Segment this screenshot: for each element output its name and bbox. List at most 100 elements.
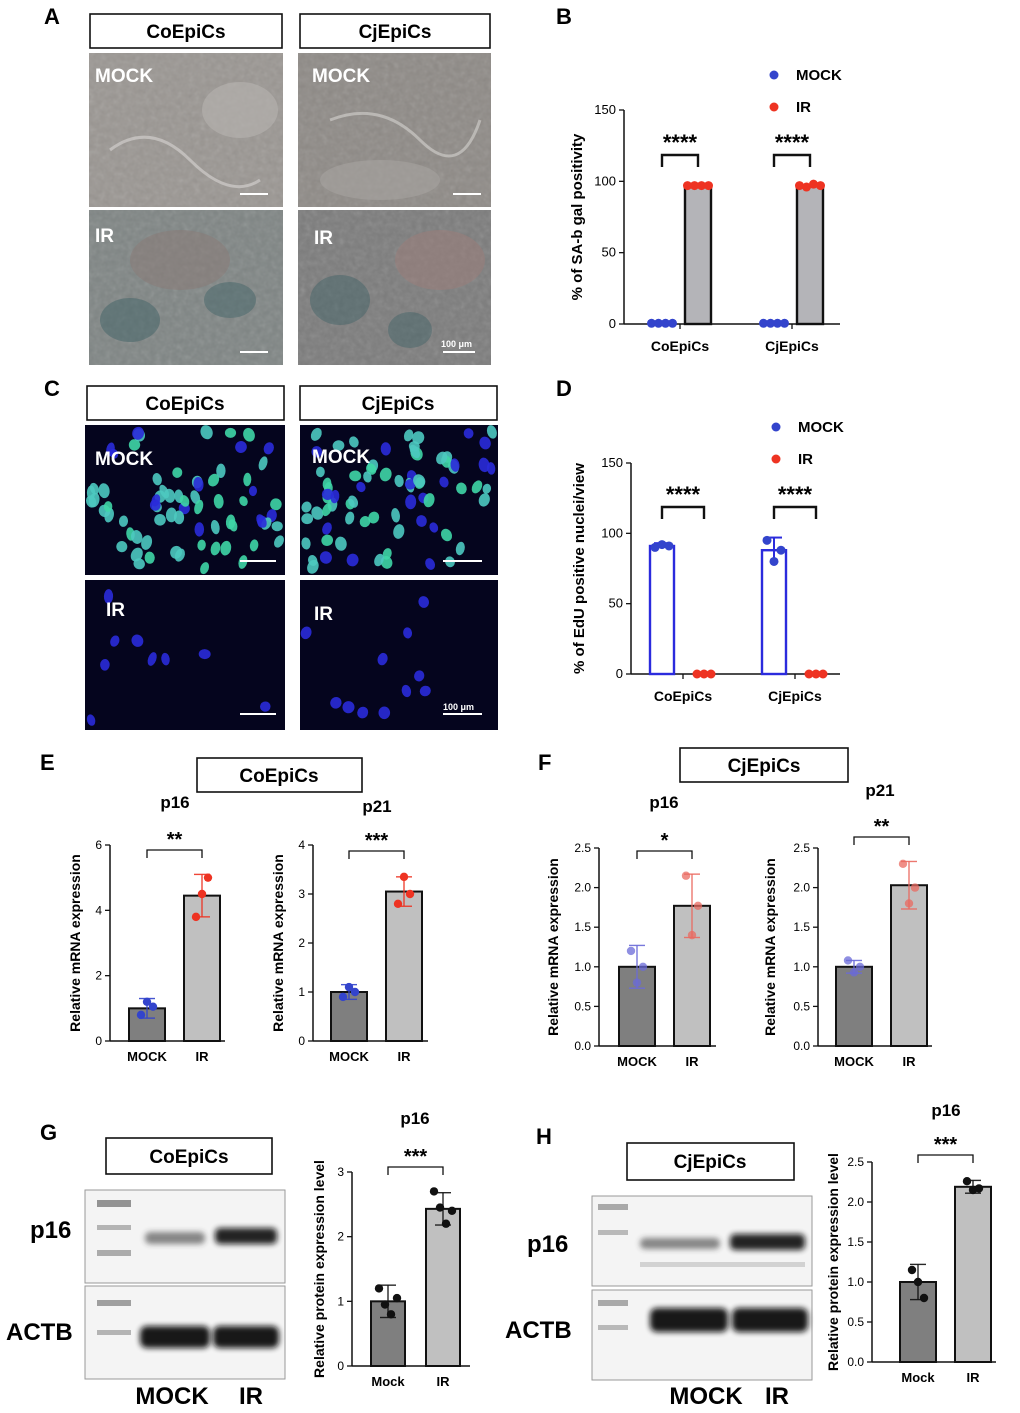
nucleus bbox=[401, 684, 412, 698]
chart-b: 0 50 100 150 % of SA-b gal positivity CoEpiCs… bbox=[569, 67, 842, 354]
nucleus bbox=[116, 541, 128, 553]
y-axis-label: Relative protein expression level bbox=[311, 1160, 327, 1378]
nucleus bbox=[310, 427, 322, 441]
significance-bracket bbox=[853, 836, 910, 845]
data-point bbox=[699, 669, 709, 679]
data-point bbox=[681, 871, 691, 880]
x-tick-label: MOCK bbox=[127, 1049, 167, 1064]
panel-e-box-label: CoEpiCs bbox=[239, 766, 318, 787]
nucleus bbox=[154, 514, 166, 526]
nucleus bbox=[100, 659, 110, 671]
chart-e-p16: p16 0 2 4 6 Relative mRNA expression MOCK IR ** bbox=[67, 793, 225, 1064]
panel-h-row-actb: ACTB bbox=[505, 1317, 572, 1344]
y-tick-label: 0 bbox=[95, 1034, 102, 1048]
data-point bbox=[380, 1300, 390, 1309]
nucleus bbox=[321, 534, 334, 546]
significance-label: ** bbox=[167, 829, 183, 851]
panel-g-lane-ir: IR bbox=[239, 1383, 263, 1410]
data-point bbox=[668, 318, 677, 328]
panel-g-box bbox=[105, 1137, 273, 1175]
y-tick-label: 0.5 bbox=[793, 999, 810, 1013]
panel-a: A CoEpiCs CjEpiCs MOCK MOCK bbox=[44, 4, 491, 365]
data-point bbox=[338, 992, 348, 1002]
western-blot-h-p16 bbox=[591, 1195, 813, 1287]
nucleus bbox=[216, 463, 226, 478]
nucleus bbox=[439, 476, 449, 488]
panel-a-ir-label-2: IR bbox=[314, 228, 333, 249]
nucleus bbox=[455, 541, 465, 556]
nucleus bbox=[165, 507, 177, 523]
nucleus bbox=[258, 456, 268, 471]
nucleus bbox=[103, 501, 113, 512]
nucleus bbox=[413, 474, 426, 488]
significance-bracket bbox=[772, 505, 818, 519]
legend-label: IR bbox=[798, 451, 813, 468]
bar bbox=[425, 1207, 461, 1367]
panel-h-row-p16: p16 bbox=[527, 1231, 568, 1258]
y-axis-label: Relative mRNA expression bbox=[762, 858, 778, 1036]
x-tick-label: IR bbox=[967, 1370, 981, 1385]
nucleus bbox=[207, 473, 220, 487]
y-tick-label: 2 bbox=[298, 936, 305, 950]
nucleus bbox=[368, 511, 380, 524]
nucleus bbox=[248, 485, 258, 497]
panel-f-letter: F bbox=[538, 750, 551, 775]
nucleus bbox=[478, 457, 490, 473]
x-tick-label: Mock bbox=[901, 1370, 935, 1385]
nucleus bbox=[256, 514, 267, 528]
panel-c-ir-label-1: IR bbox=[106, 600, 125, 621]
nucleus bbox=[311, 446, 323, 458]
micrograph-a-cjepics-mock bbox=[298, 53, 491, 207]
nucleus bbox=[346, 553, 359, 567]
nucleus bbox=[89, 482, 99, 495]
nucleus bbox=[243, 427, 255, 442]
y-tick-label: 0 bbox=[609, 316, 616, 331]
nucleus bbox=[144, 551, 155, 564]
nucleus bbox=[403, 627, 413, 639]
y-tick-label: 2.0 bbox=[574, 881, 591, 895]
data-point bbox=[690, 181, 699, 191]
data-point bbox=[191, 912, 201, 922]
data-point bbox=[661, 318, 670, 328]
y-tick-label: 2.5 bbox=[574, 841, 591, 855]
x-tick-label: IR bbox=[903, 1054, 917, 1069]
nucleus bbox=[132, 426, 145, 440]
x-tick-label: MOCK bbox=[617, 1054, 657, 1069]
data-point bbox=[650, 542, 660, 552]
y-tick-label: 2.5 bbox=[793, 841, 810, 855]
nucleus bbox=[274, 535, 284, 548]
nucleus bbox=[243, 472, 252, 487]
nucleus bbox=[322, 522, 332, 535]
significance-bracket bbox=[660, 505, 706, 519]
nucleus bbox=[179, 495, 190, 507]
y-tick-label: 3 bbox=[337, 1165, 344, 1179]
data-point bbox=[843, 956, 853, 965]
nucleus bbox=[239, 496, 248, 507]
chart-f-p16: p16 0.0 0.5 1.0 1.5 2.0 2.5 Relative mRNA expre… bbox=[545, 793, 716, 1069]
y-tick-label: 1.5 bbox=[574, 920, 591, 934]
nucleus bbox=[440, 528, 453, 542]
chart-title: p16 bbox=[931, 1101, 960, 1120]
y-axis-label: Relative mRNA expression bbox=[67, 854, 83, 1032]
panel-a-ir-label-1: IR bbox=[95, 226, 114, 247]
y-axis-label: % of EdU positive nuclei/view bbox=[571, 463, 588, 674]
chart-g: p16 0 1 2 3 Relative protein expression level… bbox=[311, 1109, 470, 1389]
panel-c-scale-label: 100 μm bbox=[443, 702, 474, 712]
data-point bbox=[766, 318, 775, 328]
y-tick-label: 100 bbox=[601, 525, 623, 540]
nucleus bbox=[198, 649, 211, 660]
chart-title: p16 bbox=[160, 793, 189, 812]
nucleus bbox=[194, 499, 204, 515]
nucleus bbox=[110, 635, 120, 647]
data-point bbox=[350, 987, 360, 997]
fluorescence-c-coepics-ir bbox=[85, 580, 285, 730]
panel-g-lane-mock: MOCK bbox=[135, 1383, 209, 1410]
nucleus bbox=[379, 467, 392, 482]
chart-f-p21: p21 0.0 0.5 1.0 1.5 2.0 2.5 Relative mRNA expre… bbox=[762, 781, 932, 1069]
panel-g: G CoEpiCs p16 ACTB MOCK IR bbox=[6, 1120, 286, 1410]
panel-e-box bbox=[196, 757, 363, 793]
nucleus bbox=[450, 458, 460, 472]
significance-label: **** bbox=[778, 482, 813, 507]
panel-c: C CoEpiCs CjEpiCs MOCK MOCK IR IR bbox=[44, 376, 498, 730]
